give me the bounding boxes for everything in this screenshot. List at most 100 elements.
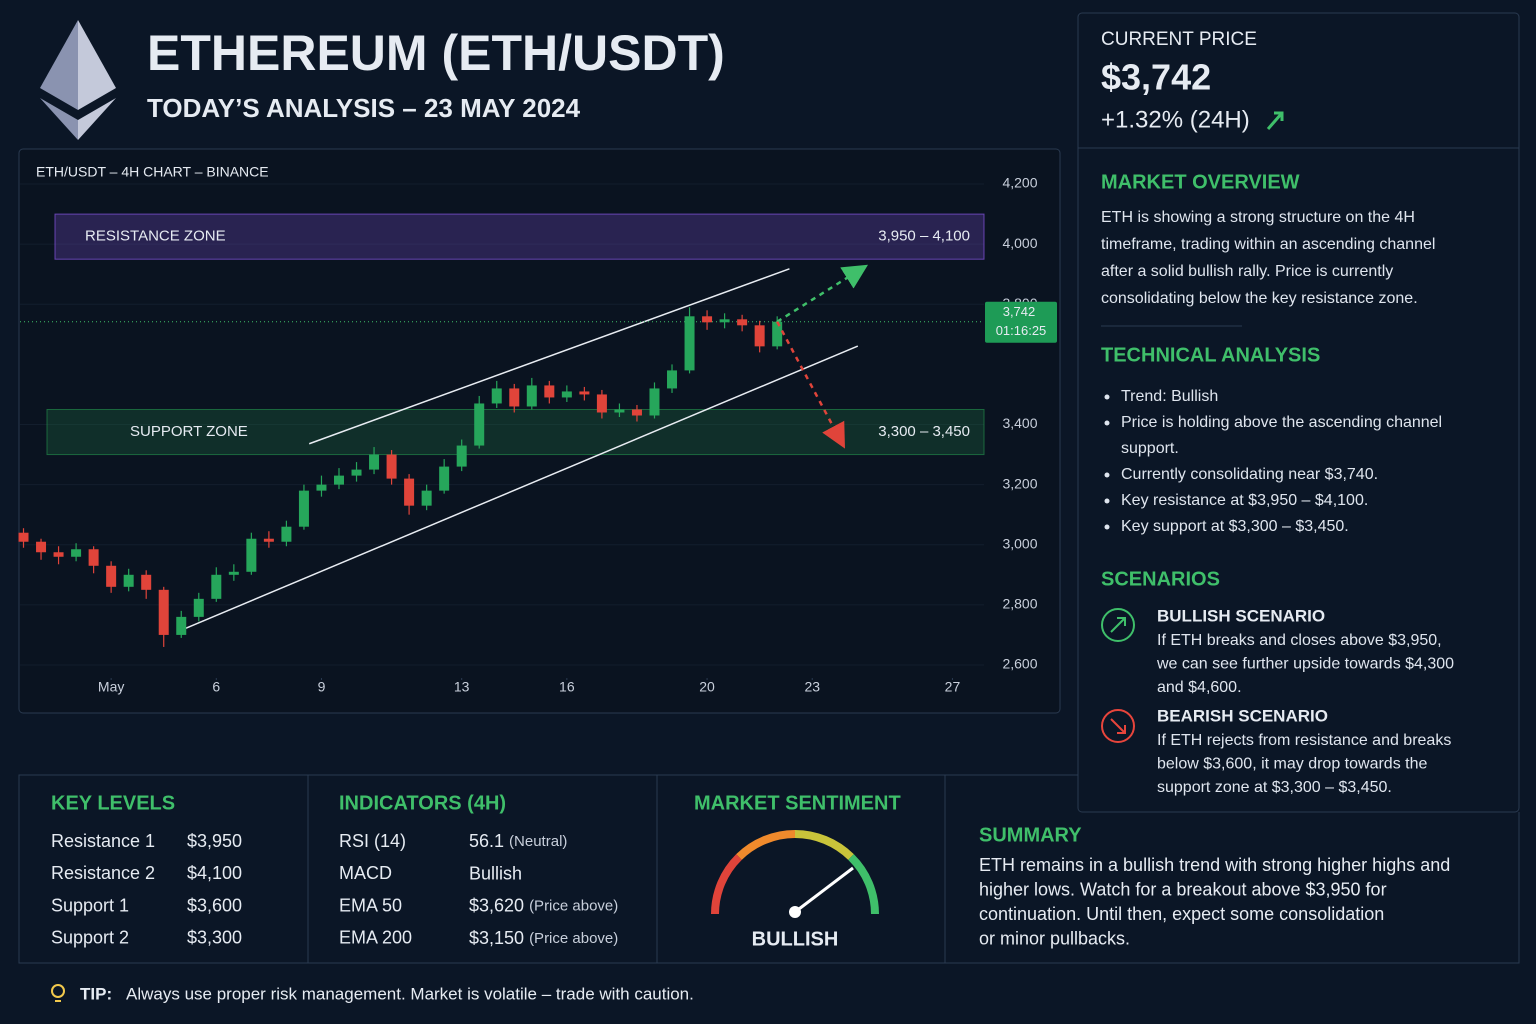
candle-body	[246, 538, 257, 572]
candle-body	[36, 541, 47, 553]
bulb-icon	[51, 984, 65, 1002]
level-value: $3,300	[187, 928, 242, 948]
candle-body	[421, 490, 432, 506]
zone-range: 3,950 – 4,100	[878, 228, 970, 245]
candle-body	[456, 445, 467, 467]
zone-name: SUPPORT ZONE	[130, 423, 248, 440]
candle-body	[596, 394, 607, 413]
subtitle: TODAY’S ANALYSIS – 23 MAY 2024	[147, 93, 581, 123]
chart-panel	[18, 148, 1061, 714]
level-value: $3,600	[187, 895, 242, 915]
indicator-name: RSI (14)	[339, 831, 406, 851]
candle-body	[176, 616, 187, 635]
candle-body	[526, 385, 537, 407]
bullet-text: Trend: Bullish	[1121, 388, 1218, 405]
candle-body	[386, 454, 397, 479]
candle-body	[509, 388, 520, 407]
bullet	[1104, 420, 1110, 426]
section-title: INDICATORS (4H)	[339, 792, 506, 814]
summary-line: or minor pullbacks.	[979, 928, 1130, 948]
candle-body	[333, 475, 344, 485]
bullet-text: Key resistance at $3,950 – $4,100.	[1121, 492, 1368, 509]
paragraph-line: consolidating below the key resistance z…	[1101, 290, 1418, 307]
scenario-title: BEARISH SCENARIO	[1157, 706, 1328, 725]
bullet-text: Key support at $3,300 – $3,450.	[1121, 518, 1349, 535]
indicator-name: MACD	[339, 863, 392, 883]
candle-body	[439, 466, 450, 491]
indicator-note: (Neutral)	[509, 833, 567, 850]
x-tick-label: May	[98, 679, 124, 695]
channel-line	[178, 345, 859, 632]
up-arrow-icon	[1266, 111, 1284, 130]
candle-body	[298, 490, 309, 527]
paragraph-line: after a solid bullish rally. Price is cu…	[1101, 263, 1393, 280]
candle-body	[369, 454, 380, 470]
bullet-text: Price is holding above the ascending cha…	[1121, 414, 1442, 431]
x-tick-label: 27	[945, 679, 961, 695]
bull-icon	[1101, 608, 1135, 642]
candle-body	[579, 391, 590, 395]
candle-body	[141, 574, 152, 590]
bullet-text: support.	[1121, 440, 1179, 457]
paragraph-line: timeframe, trading within an ascending c…	[1101, 236, 1435, 253]
zone-range: 3,300 – 3,450	[878, 423, 970, 440]
price-label: CURRENT PRICE	[1101, 29, 1257, 50]
bear-icon	[1101, 709, 1135, 743]
section-title: SUMMARY	[979, 824, 1082, 846]
candle-body	[211, 574, 222, 599]
candle-body	[491, 388, 502, 404]
candle-body	[772, 321, 783, 347]
price-change: +1.32% (24H)	[1101, 106, 1250, 133]
y-tick-label: 3,000	[1002, 535, 1037, 551]
section-title: MARKET SENTIMENT	[694, 792, 901, 814]
candle-body	[614, 409, 625, 413]
candle-body	[53, 552, 64, 557]
indicator-value: $3,620 (Price above)	[469, 895, 618, 915]
scenario-line: we can see further upside towards $4,300	[1156, 656, 1454, 673]
bullet-text: Currently consolidating near $3,740.	[1121, 466, 1378, 483]
x-tick-label: 20	[699, 679, 715, 695]
candle-body	[474, 403, 485, 446]
x-tick-label: 23	[804, 679, 820, 695]
chart: 4,2004,0003,8003,4003,2003,0002,8002,600…	[18, 175, 1057, 695]
candle-body	[18, 532, 29, 542]
bullet	[1104, 498, 1110, 504]
candle-body	[719, 319, 730, 323]
summary-line: continuation. Until then, expect some co…	[979, 904, 1384, 924]
indicator-value-text: 56.1	[469, 831, 504, 851]
candle-body	[71, 549, 82, 557]
candle-body	[106, 565, 117, 587]
channel-line	[308, 268, 790, 445]
price-tag-countdown: 01:16:25	[996, 323, 1047, 338]
level-name: Resistance 2	[51, 863, 155, 883]
indicator-value: 56.1 (Neutral)	[469, 831, 567, 851]
level-value: $4,100	[187, 863, 242, 883]
summary-line: ETH remains in a bullish trend with stro…	[979, 855, 1450, 875]
overview: ETH is showing a strong structure on the…	[1101, 209, 1435, 307]
scenario-line: and $4,600.	[1157, 679, 1242, 696]
gauge	[711, 830, 879, 918]
bullet	[1104, 524, 1110, 530]
candle-body	[158, 589, 169, 635]
candle-body	[263, 538, 274, 542]
bullet	[1104, 394, 1110, 400]
section-title: MARKET OVERVIEW	[1101, 171, 1300, 193]
x-tick-label: 16	[559, 679, 575, 695]
tip-text: Always use proper risk management. Marke…	[126, 984, 694, 1003]
scenario-arrow	[776, 321, 845, 449]
x-tick-label: 9	[318, 679, 326, 695]
sentiment-label: BULLISH	[752, 928, 839, 950]
section-title: KEY LEVELS	[51, 792, 175, 814]
eth-logo	[40, 20, 116, 140]
summary-line: higher lows. Watch for a breakout above …	[979, 879, 1387, 899]
candle-body	[667, 370, 678, 389]
bottom-panel	[18, 774, 1520, 964]
candle-body	[754, 325, 765, 347]
candle-body	[649, 388, 660, 416]
level-name: Support 1	[51, 895, 129, 915]
y-tick-label: 2,600	[1002, 656, 1037, 672]
candle-body	[281, 526, 292, 542]
candle-body	[684, 316, 695, 371]
scenarios: BULLISH SCENARIO If ETH breaks and closes…	[1156, 606, 1454, 796]
